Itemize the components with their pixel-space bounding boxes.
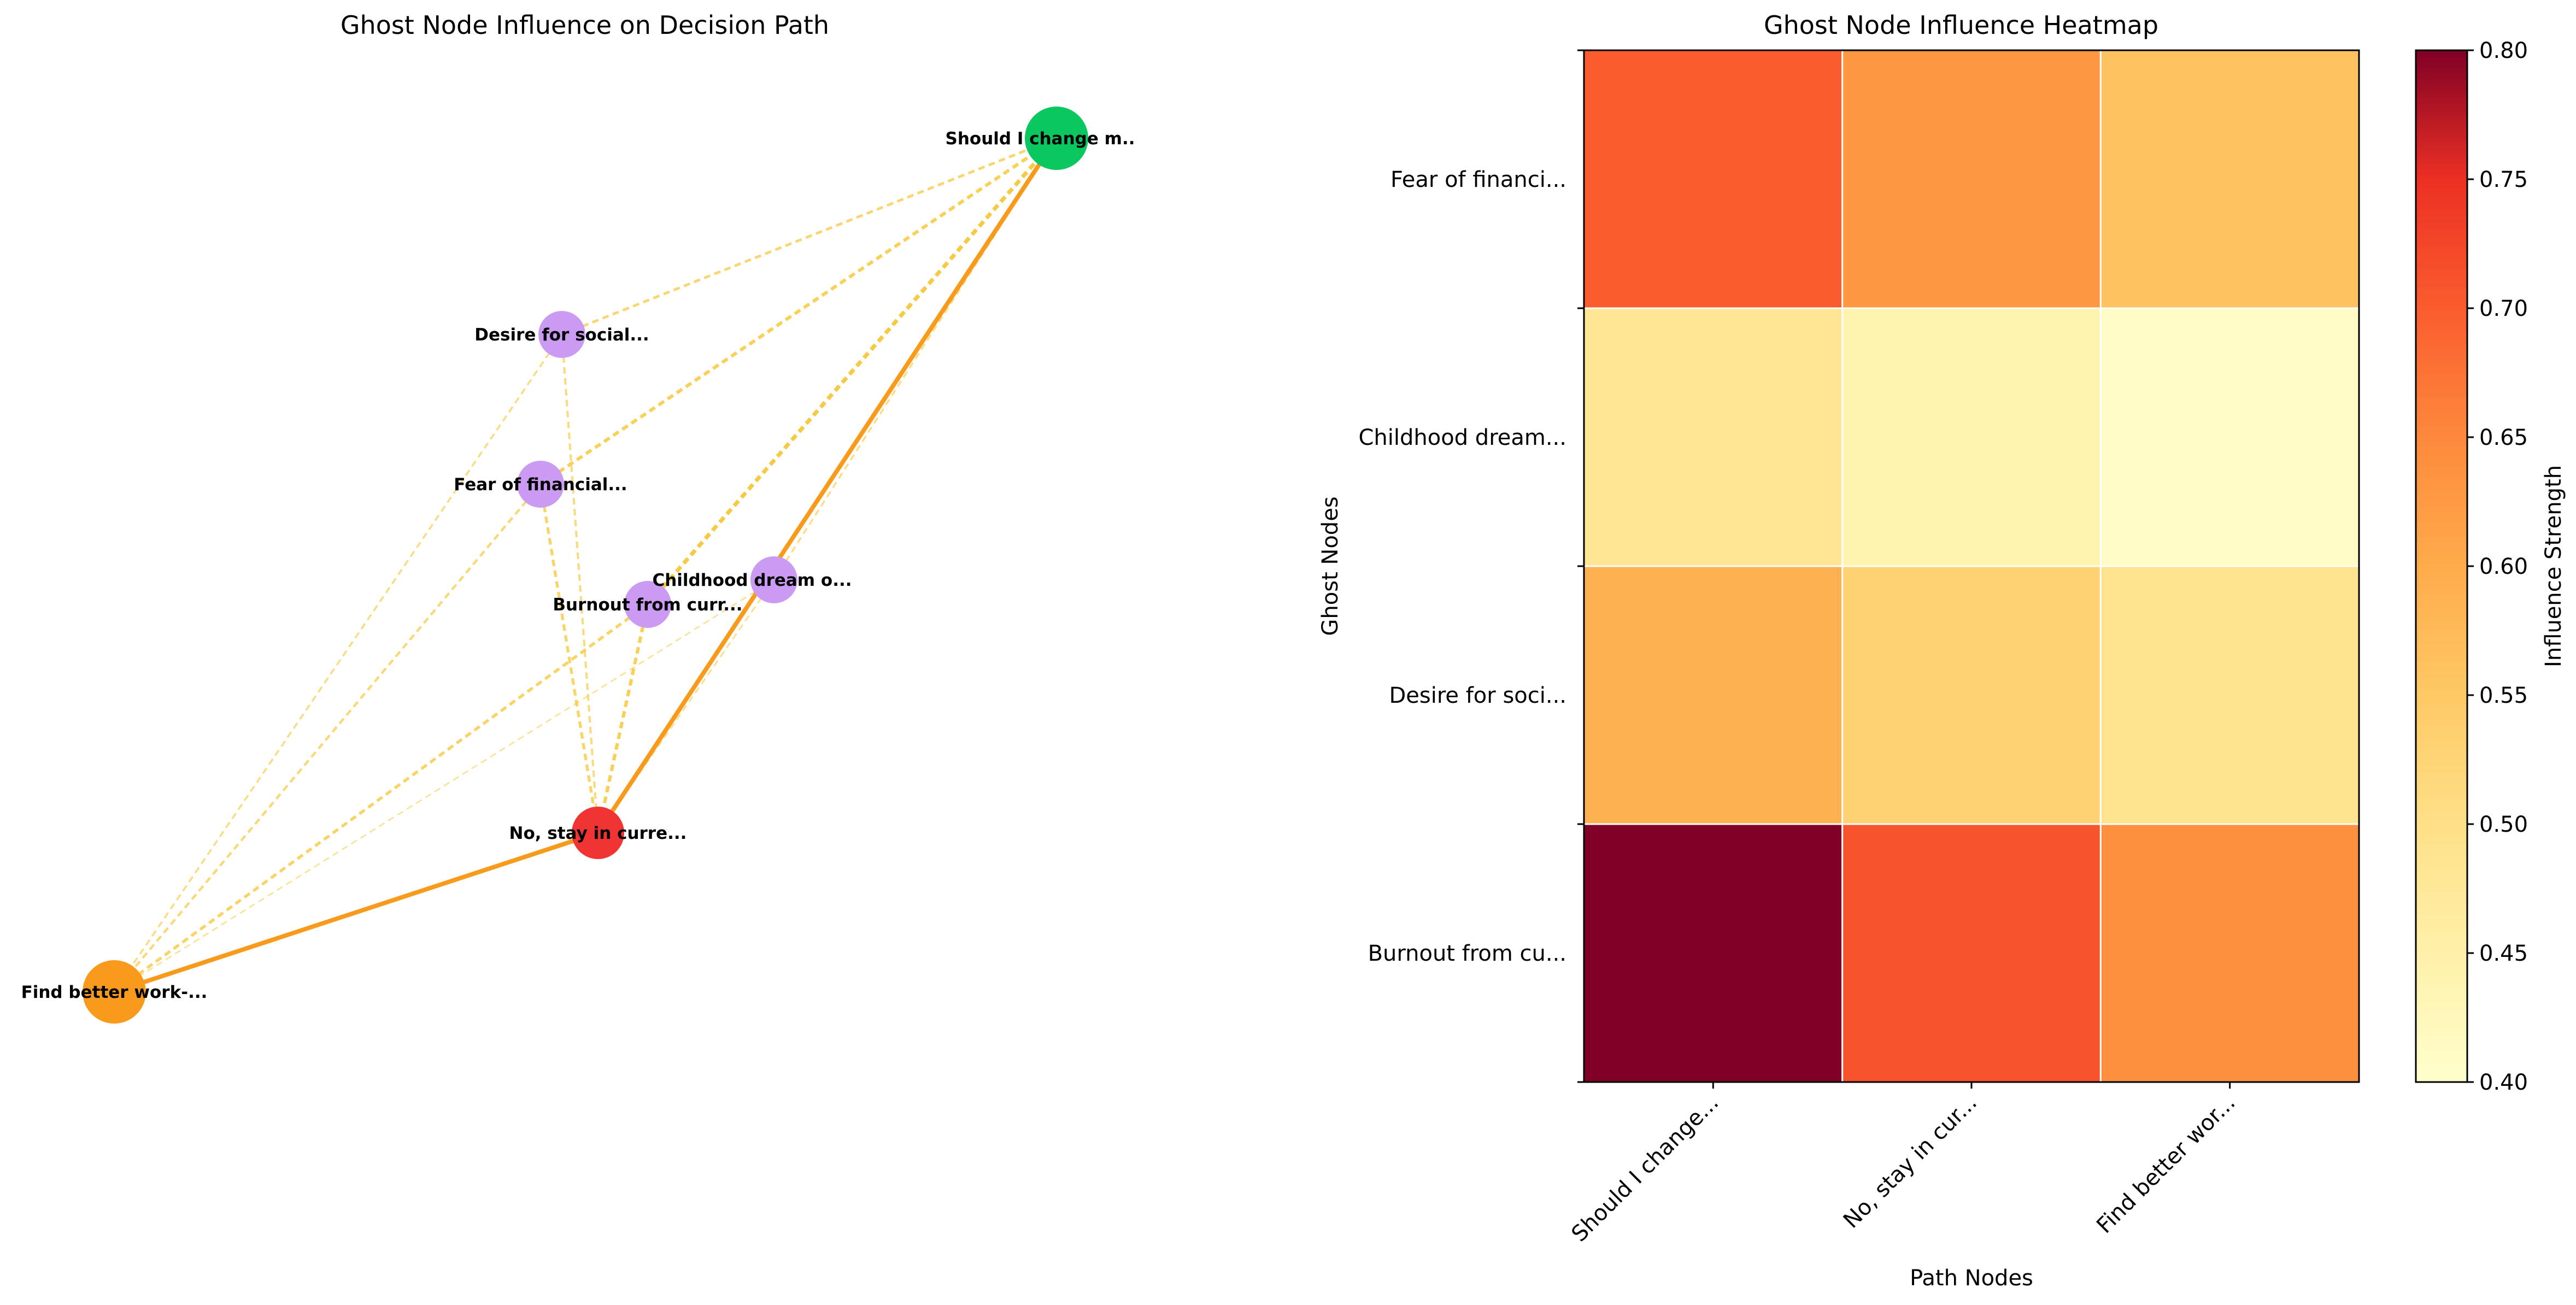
path-edge-root-stay [596, 137, 1059, 834]
colorbar-tick-label-0: 0.40 [2479, 1070, 2528, 1095]
ghost-edge-social-root [561, 137, 1057, 336]
colorbar-tick-label-4: 0.60 [2479, 554, 2528, 579]
node-burnout[interactable] [624, 581, 671, 628]
ghost-edge-burnout-stay [596, 604, 650, 833]
ghost-edges [113, 137, 1058, 994]
colorbar-tick-label-8: 0.80 [2479, 38, 2528, 63]
heatmap-ytick-label-1: Childhood dream... [1359, 425, 1567, 450]
node-label-dream: Childhood dream o... [652, 571, 852, 590]
colorbar-tick-label-6: 0.70 [2479, 296, 2528, 321]
node-label-social: Desire for social... [474, 325, 649, 345]
colorbar-label: Influence Strength [2541, 465, 2566, 667]
network-panel: Ghost Node Influence on Decision Path Sh… [21, 10, 1135, 1024]
ghost-edge-fear-stay [539, 484, 600, 833]
path-edge-stay-find [113, 831, 599, 994]
heatmap-cell-r0-c2 [2099, 49, 2360, 309]
colorbar [2415, 49, 2468, 1083]
colorbar-tick-label-3: 0.55 [2479, 683, 2528, 708]
ghost-edge-burnout-find [113, 603, 649, 994]
node-stay[interactable] [572, 807, 624, 859]
heatmap-cell-r3-c2 [2099, 823, 2360, 1083]
node-label-burnout: Burnout from curr... [553, 595, 742, 615]
node-label-fear: Fear of financial... [454, 475, 627, 495]
heatmap-ylabel: Ghost Nodes [1318, 496, 1343, 636]
colorbar-tick-label-1: 0.45 [2479, 941, 2528, 966]
node-label-root: Should I change m.. [946, 129, 1135, 149]
colorbar-ticks: 0.40 0.45 0.50 0.55 0.60 0.65 0.70 0.75 0.80 [2467, 38, 2528, 1095]
colorbar-tick-label-5: 0.65 [2479, 425, 2528, 450]
heatmap-cell-r3-c0 [1583, 823, 1844, 1083]
heatmap-cell-r2-c2 [2099, 565, 2360, 825]
ghost-edge-social-stay [560, 334, 600, 833]
node-dream[interactable] [750, 556, 797, 603]
heatmap-cell-r1-c2 [2099, 307, 2360, 567]
heatmap-xtick-label-1: No, stay in cur... [1839, 1090, 1982, 1233]
heatmap-ytick-label-0: Fear of financi... [1390, 167, 1566, 192]
ghost-edge-burnout-root [646, 137, 1058, 606]
heatmap-ytick-label-2: Desire for soci... [1389, 683, 1566, 708]
heatmap-title: Ghost Node Influence Heatmap [1764, 10, 2158, 40]
heatmap-cell-r2-c0 [1583, 565, 1844, 825]
heatmap-xlabel: Path Nodes [1910, 1266, 2033, 1291]
heatmap-ytick-label-3: Burnout from cu... [1368, 941, 1566, 966]
node-social[interactable] [538, 311, 585, 358]
node-label-stay: No, stay in curre... [509, 824, 687, 843]
heatmap-cell-r1-c1 [1841, 307, 2102, 567]
heatmap-cell-r0-c1 [1841, 49, 2102, 309]
node-find[interactable] [83, 960, 146, 1024]
ghost-edge-dream-find [114, 579, 774, 993]
path-edges [113, 137, 1059, 994]
ghost-edge-fear-root [539, 137, 1058, 486]
ghost-edge-social-find [113, 333, 563, 993]
network-title: Ghost Node Influence on Decision Path [341, 10, 829, 40]
heatmap-panel: Ghost Node Influence Heatmap Fear of fin… [1318, 10, 2566, 1291]
colorbar-tick-label-7: 0.75 [2479, 167, 2528, 192]
heatmap-cell-r2-c1 [1841, 565, 2102, 825]
node-label-find: Find better work-... [21, 983, 208, 1002]
network-nodes: Should I change m.. No, stay in curre... F… [21, 107, 1135, 1024]
heatmap-xtick-label-2: Find better wor... [2092, 1090, 2240, 1238]
heatmap-xtick-label-0: Should I change... [1567, 1090, 1724, 1247]
heatmap-cell-r1-c0 [1583, 307, 1844, 567]
colorbar-tick-label-2: 0.50 [2479, 812, 2528, 837]
node-root[interactable] [1025, 107, 1088, 170]
heatmap-cell-r3-c1 [1841, 823, 2102, 1083]
ghost-edge-fear-find [113, 483, 542, 993]
heatmap-cells [1583, 49, 2360, 1083]
node-fear[interactable] [517, 461, 564, 508]
heatmap-cell-r0-c0 [1583, 49, 1844, 309]
